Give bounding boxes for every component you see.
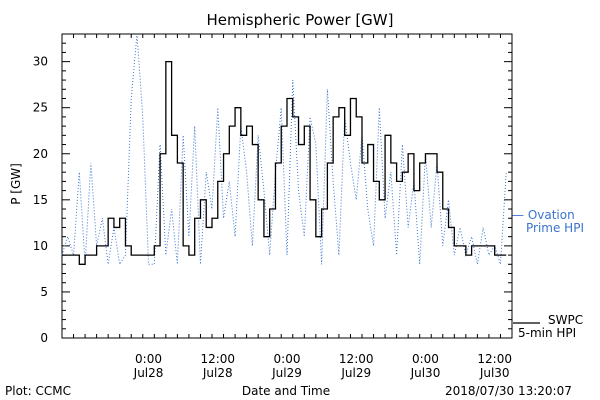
series-line-1 <box>62 60 507 265</box>
y-axis-label: P [GW] <box>9 163 23 205</box>
x-tick-label-time: 0:00 <box>135 352 162 366</box>
y-tick-label: 30 <box>33 55 48 69</box>
legend-swpc-line1: SWPC <box>548 313 584 327</box>
x-tick-label-time: 0:00 <box>412 352 439 366</box>
series-line-0 <box>61 33 507 266</box>
x-axis-label: Date and Time <box>241 384 331 398</box>
y-tick-label: 20 <box>33 147 48 161</box>
y-tick-label: 0 <box>40 331 48 345</box>
x-tick-label-date: Jul28 <box>202 366 233 380</box>
x-tick-label-time: 0:00 <box>274 352 301 366</box>
plot-credit: Plot: CCMC <box>5 384 71 398</box>
x-tick-label-date: Jul29 <box>340 366 371 380</box>
x-tick-label-date: Jul30 <box>410 366 441 380</box>
x-tick-label-time: 12:00 <box>200 352 235 366</box>
y-tick-label: 15 <box>33 193 48 207</box>
x-tick-label-date: Jul28 <box>133 366 164 380</box>
x-tick-label-date: Jul30 <box>479 366 510 380</box>
chart-title: Hemispheric Power [GW] <box>206 11 394 29</box>
y-tick-label: 5 <box>40 285 48 299</box>
legend-swpc-line2: 5-min HPI <box>518 326 577 340</box>
plot-timestamp: 2018/07/30 13:20:07 <box>445 384 572 398</box>
y-tick-label: 25 <box>33 101 48 115</box>
plot-frame <box>61 33 513 339</box>
legend-ovation-line2: Prime HPI <box>526 221 584 235</box>
x-tick-label-time: 12:00 <box>477 352 512 366</box>
legend-ovation-line1: — Ovation <box>512 208 575 222</box>
y-tick-label: 10 <box>33 239 48 253</box>
x-tick-label-date: Jul29 <box>271 366 302 380</box>
x-tick-label-time: 12:00 <box>339 352 374 366</box>
